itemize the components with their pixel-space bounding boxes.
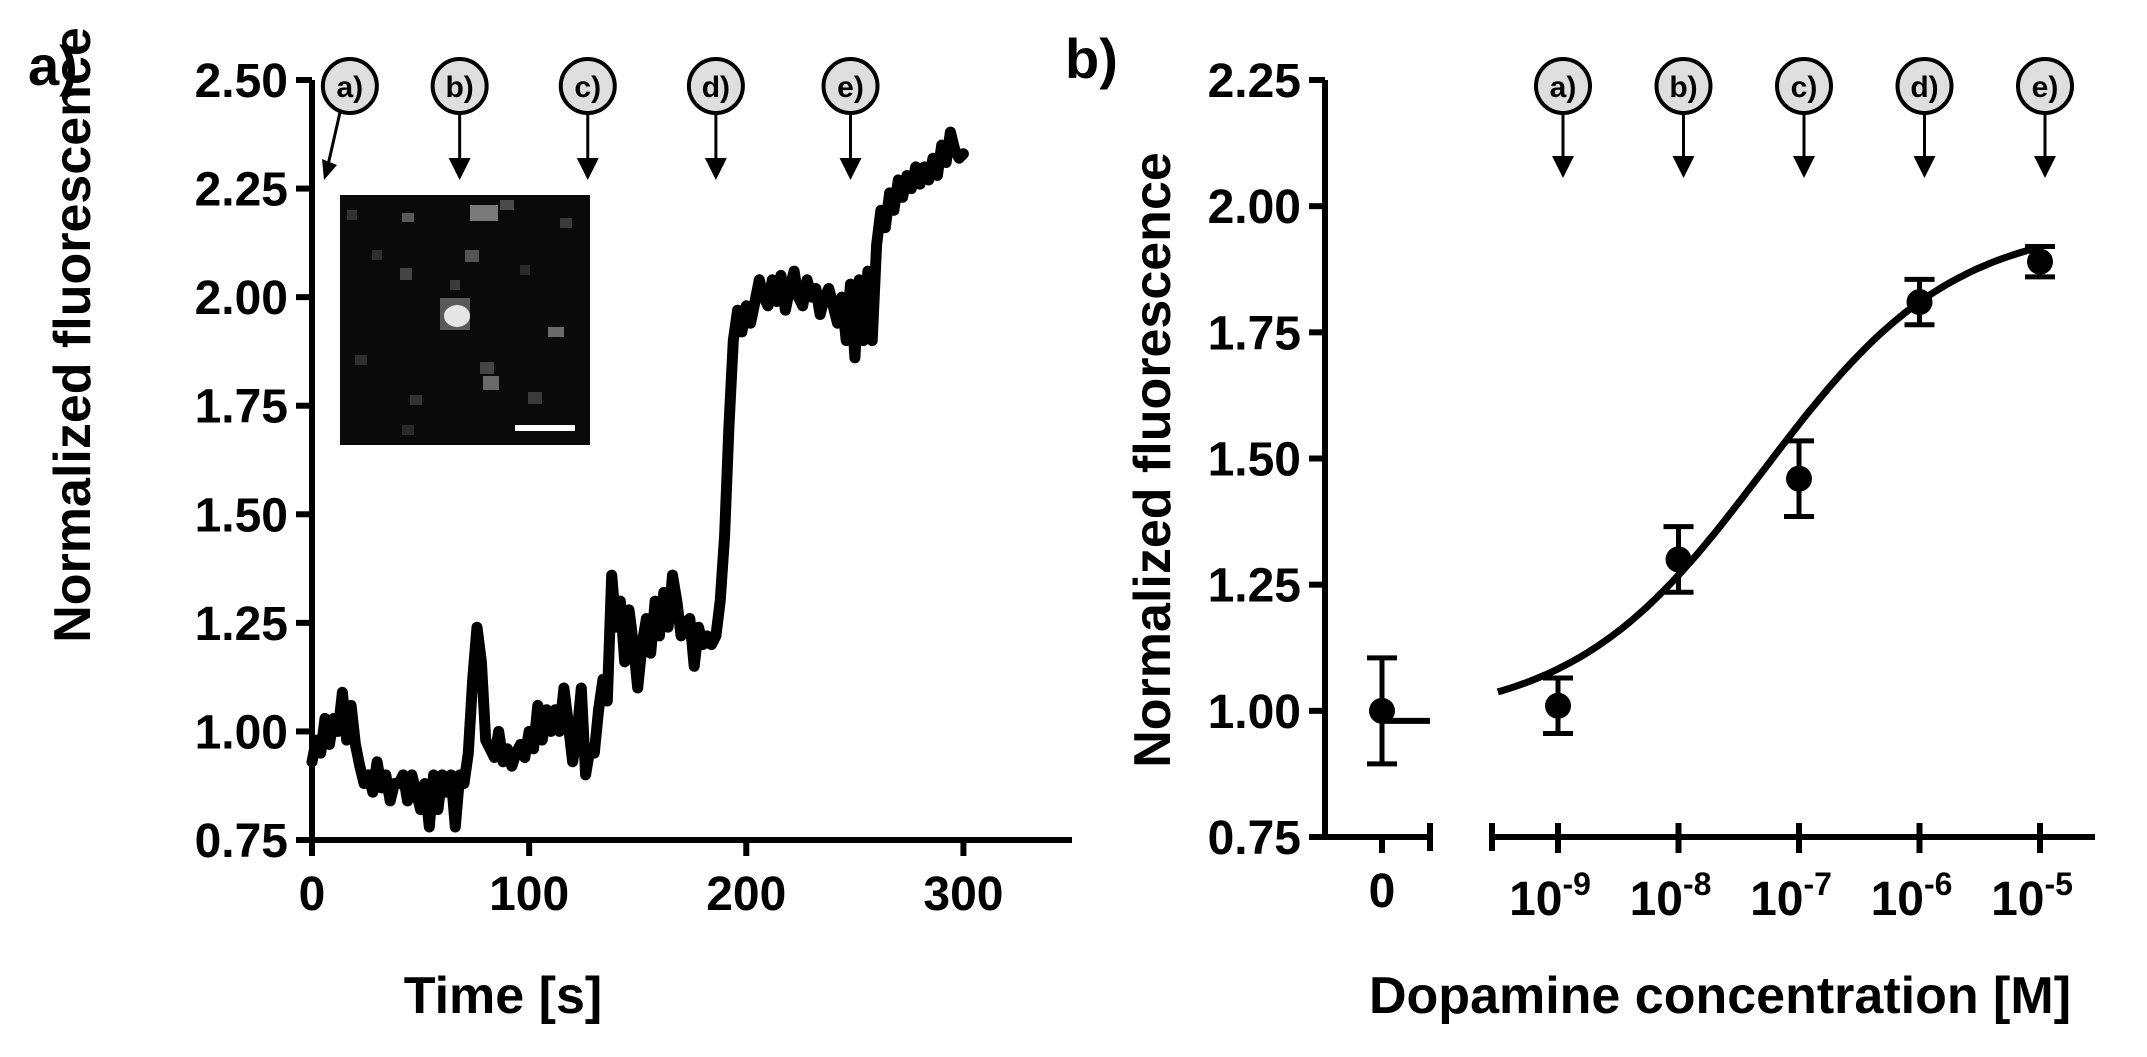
panel-b-x-tick-label: 10-6: [1871, 866, 1953, 926]
panel-b-y-tick-label: 1.25: [1208, 560, 1301, 613]
panel-a-label: a): [28, 34, 78, 97]
scale-bar: [515, 425, 575, 431]
panel-b-zero-tick-label: 0: [1369, 865, 1396, 918]
inset-microscopy-image: [340, 195, 590, 445]
panel-b-marker-label: b): [1669, 71, 1697, 104]
panel-a-x-tick-label: 200: [706, 868, 786, 921]
panel-b-data-point: [2025, 244, 2055, 280]
panel-a-y-axis-title: Normalized fluorescence: [44, 27, 102, 643]
panel-b-marker-label: e): [2032, 71, 2059, 104]
tick-base: 10: [1991, 873, 2044, 926]
panel-b-marker-label: c): [1791, 71, 1818, 104]
panel-b-axes: 0.751.001.251.501.752.002.250 10-9 10-8 10-…: [1208, 55, 2095, 926]
panel-a-marker-d: d): [686, 57, 745, 180]
panel-a-marker-label: e): [837, 71, 864, 104]
panel-b-y-axis-title: Normalized fluorescence: [1124, 152, 1182, 768]
panel-a: a) Normalized fluorescence Time [s]: [28, 27, 1072, 1025]
tick-base: 10: [1871, 873, 1924, 926]
tick-exponent: -8: [1683, 866, 1711, 902]
panel-b-marker-e: e): [2016, 57, 2074, 178]
panel-b-data-point: [1904, 276, 1935, 328]
panel-b-x-tick-label: 10-9: [1509, 866, 1591, 926]
panel-a-marker-label: c): [574, 71, 601, 104]
panel-b-y-tick-label: 0.75: [1208, 812, 1301, 865]
panel-a-y-tick-label: 0.75: [195, 815, 288, 868]
panel-a-y-tick-label: 2.00: [195, 272, 288, 325]
panel-b-data-point: [1663, 524, 1694, 595]
tick-exponent: -5: [2044, 866, 2072, 902]
panel-b-y-tick-label: 1.50: [1208, 434, 1301, 487]
tick-base: 10: [1630, 873, 1683, 926]
panel-b-marker-c: c): [1775, 57, 1833, 178]
panel-a-trace-layer: [306, 126, 969, 833]
tick-exponent: -7: [1803, 866, 1831, 902]
panel-b-marker-d: d): [1895, 57, 1954, 178]
panel-a-y-tick-label: 1.25: [195, 598, 288, 651]
panel-a-x-tick-label: 0: [299, 868, 326, 921]
panel-a-x-axis-title: Time [s]: [404, 967, 602, 1025]
tick-exponent: -6: [1924, 866, 1952, 902]
panel-a-marker-e: e): [821, 57, 880, 180]
panel-b-label: b): [1065, 27, 1118, 90]
panel-a-markers: a) b) c) d) e): [320, 57, 880, 180]
panel-b-data-point: [1784, 438, 1814, 520]
panel-b-y-tick-label: 2.25: [1208, 55, 1301, 108]
panel-b-x-axis-title: Dopamine concentration [M]: [1369, 967, 2071, 1025]
panel-b-marker-a: a): [1534, 57, 1592, 178]
panel-a-marker-label: d): [702, 71, 730, 104]
panel-b-points: [1367, 244, 2055, 767]
panel-a-y-tick-label: 2.50: [195, 55, 288, 108]
panel-b-x-tick-label: 10-5: [1991, 866, 2073, 926]
panel-a-marker-a: a): [320, 57, 379, 180]
panel-b-marker-label: a): [1550, 71, 1577, 104]
panel-a-x-tick-label: 300: [923, 868, 1003, 921]
panel-a-y-tick-label: 1.75: [195, 381, 288, 434]
panel-b-marker-label: d): [1910, 71, 1938, 104]
tick-exponent: -9: [1562, 866, 1590, 902]
panel-a-marker-b: b): [430, 57, 489, 180]
panel-a-marker-label: b): [445, 71, 473, 104]
fluorescence-trace-line: [306, 126, 969, 833]
panel-a-marker-label: a): [337, 71, 364, 104]
panel-b-y-tick-label: 1.75: [1208, 307, 1301, 360]
panel-a-y-tick-label: 1.50: [195, 489, 288, 542]
panel-b-fit-layer: [1496, 243, 2041, 696]
panel-b: b) Normalized fluorescence Dopamine conc…: [1065, 27, 2095, 1025]
panel-a-x-tick-label: 100: [489, 868, 569, 921]
tick-base: 10: [1509, 873, 1562, 926]
panel-a-y-tick-label: 1.00: [195, 706, 288, 759]
panel-a-y-tick-label: 2.25: [195, 164, 288, 217]
panel-b-y-tick-label: 2.00: [1208, 181, 1301, 234]
panel-b-markers: a) b) c) d) e): [1534, 57, 2074, 178]
panel-b-data-point: [1543, 675, 1573, 737]
panel-b-x-tick-label: 10-8: [1630, 866, 1712, 926]
panel-b-zero-point: [1367, 655, 1397, 767]
panel-a-axes: 0.75 1.00 1.25 1.50 1.75 2.00 2.25 2.50 0 100 200 3…: [195, 55, 1072, 921]
dose-response-fit-curve: [1496, 243, 2041, 696]
tick-base: 10: [1750, 873, 1803, 926]
panel-b-x-tick-label: 10-7: [1750, 866, 1832, 926]
panel-b-marker-b: b): [1654, 57, 1713, 178]
panel-a-marker-c: c): [558, 57, 617, 180]
panel-b-y-tick-label: 1.00: [1208, 686, 1301, 739]
